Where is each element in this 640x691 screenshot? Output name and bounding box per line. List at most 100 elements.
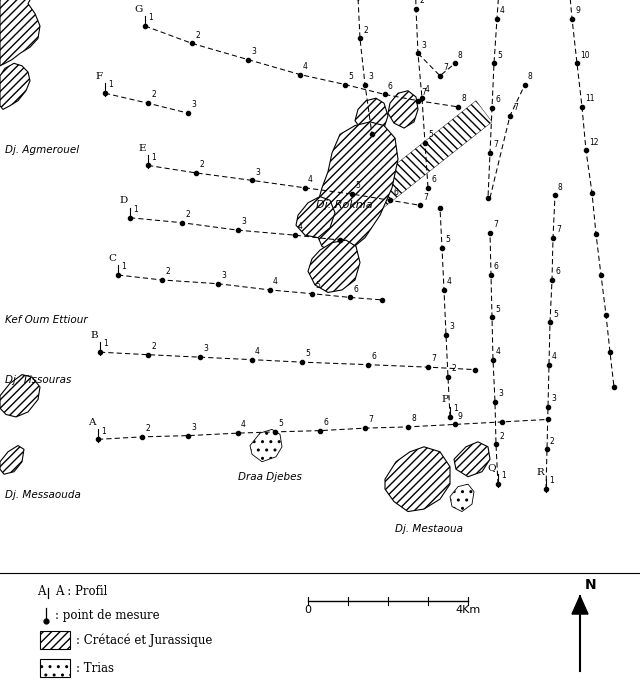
- Text: 3: 3: [221, 271, 226, 280]
- Text: A: A: [88, 418, 96, 427]
- Text: 0: 0: [305, 605, 312, 615]
- Point: [435, 70, 445, 82]
- Text: 4: 4: [552, 352, 557, 361]
- Text: Dj. Messaouda: Dj. Messaouda: [5, 491, 81, 500]
- Text: 1: 1: [501, 471, 506, 480]
- Text: 1: 1: [103, 339, 108, 348]
- Point: [213, 278, 223, 290]
- Polygon shape: [0, 375, 40, 417]
- Text: Draa Djebes: Draa Djebes: [238, 472, 302, 482]
- Text: 3: 3: [255, 168, 260, 177]
- Point: [355, 33, 365, 44]
- Bar: [40, 659, 70, 677]
- Point: [437, 242, 447, 253]
- Point: [417, 93, 427, 104]
- Point: [605, 347, 615, 358]
- Text: 6: 6: [494, 263, 499, 272]
- Point: [300, 182, 310, 193]
- Point: [601, 310, 611, 321]
- Point: [183, 108, 193, 119]
- Polygon shape: [250, 429, 282, 462]
- Point: [453, 102, 463, 113]
- Text: 7: 7: [493, 140, 498, 149]
- Text: 2: 2: [145, 424, 150, 433]
- Text: B: B: [90, 331, 98, 340]
- Point: [233, 225, 243, 236]
- Point: [113, 269, 123, 281]
- Point: [544, 359, 554, 370]
- Text: 1: 1: [453, 404, 458, 413]
- Text: 4: 4: [255, 347, 260, 356]
- Text: 7: 7: [368, 415, 373, 424]
- Point: [360, 423, 370, 434]
- Polygon shape: [572, 596, 588, 614]
- Polygon shape: [296, 196, 335, 238]
- Point: [140, 21, 150, 32]
- Point: [423, 182, 433, 193]
- Point: [353, 0, 363, 3]
- Point: [233, 428, 243, 439]
- Point: [505, 110, 515, 121]
- Text: 4: 4: [496, 347, 501, 356]
- Text: 3: 3: [241, 218, 246, 227]
- Point: [497, 417, 507, 428]
- Point: [335, 235, 345, 246]
- Text: 3: 3: [203, 344, 208, 353]
- Text: 2: 2: [451, 364, 456, 373]
- Point: [243, 54, 253, 65]
- Point: [541, 484, 551, 495]
- Point: [157, 274, 167, 285]
- Point: [177, 217, 187, 228]
- Point: [377, 294, 387, 305]
- Text: 1: 1: [121, 263, 125, 272]
- Text: 3: 3: [191, 100, 196, 109]
- Text: 7: 7: [513, 103, 518, 112]
- Point: [191, 167, 201, 178]
- Text: 1: 1: [148, 13, 153, 22]
- Text: : Crétacé et Jurassique: : Crétacé et Jurassique: [76, 633, 212, 647]
- Point: [547, 274, 557, 285]
- Text: Dj. Roknia: Dj. Roknia: [316, 200, 372, 210]
- Text: 3: 3: [498, 389, 503, 398]
- Point: [445, 411, 455, 422]
- Point: [550, 190, 560, 201]
- Text: 2: 2: [499, 432, 504, 441]
- Point: [470, 364, 480, 375]
- Point: [270, 426, 280, 437]
- Text: 4: 4: [425, 86, 430, 95]
- Text: Dj. Agmerouel: Dj. Agmerouel: [5, 146, 79, 155]
- Text: 2: 2: [419, 0, 424, 5]
- Point: [187, 38, 197, 49]
- Point: [581, 145, 591, 156]
- Text: A: A: [38, 585, 46, 598]
- Point: [295, 69, 305, 80]
- Text: 4: 4: [500, 6, 505, 15]
- Text: 3: 3: [251, 47, 256, 56]
- Polygon shape: [0, 0, 40, 66]
- Text: 8: 8: [411, 414, 416, 423]
- Polygon shape: [388, 91, 418, 128]
- Point: [265, 285, 275, 296]
- Text: 2: 2: [151, 91, 156, 100]
- Text: 8: 8: [461, 94, 466, 103]
- Text: 6: 6: [323, 418, 328, 427]
- Text: 6: 6: [371, 352, 376, 361]
- Text: 7: 7: [431, 354, 436, 363]
- Point: [493, 479, 503, 490]
- Point: [542, 444, 552, 455]
- Point: [307, 288, 317, 299]
- Text: 6: 6: [431, 175, 436, 184]
- Polygon shape: [308, 240, 360, 292]
- Point: [380, 89, 390, 100]
- Point: [247, 354, 257, 365]
- Point: [483, 192, 493, 203]
- Text: 5: 5: [355, 181, 360, 190]
- Point: [423, 361, 433, 372]
- Text: 2: 2: [185, 210, 189, 219]
- Text: 8: 8: [528, 72, 532, 81]
- Point: [195, 352, 205, 363]
- Text: 5: 5: [495, 305, 500, 314]
- Point: [443, 372, 453, 383]
- Text: Q: Q: [488, 463, 496, 472]
- Point: [125, 212, 135, 223]
